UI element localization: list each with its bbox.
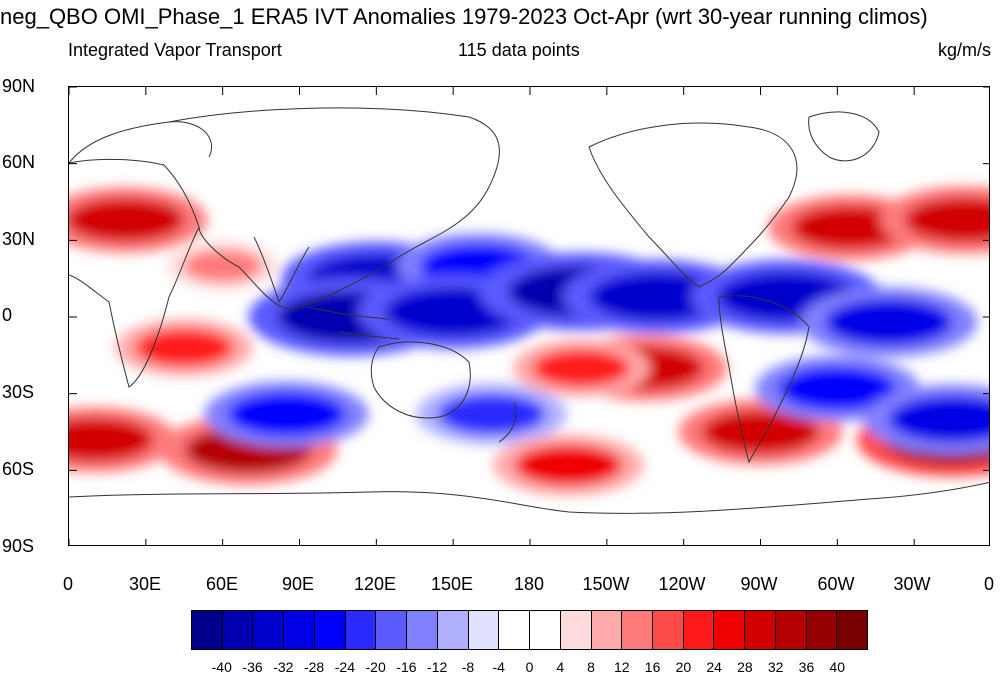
y-tick-label: 90S: [2, 536, 35, 556]
colorbar-swatch: [683, 611, 715, 649]
colorbar-swatch: [345, 611, 377, 649]
colorbar-label: -28: [303, 659, 325, 675]
x-tick-label: 90W: [740, 574, 778, 594]
colorbar-swatch: [192, 611, 223, 649]
x-tick-label: 60E: [205, 574, 239, 594]
y-tick-label: 60S: [2, 459, 35, 479]
colorbar-label: 36: [798, 659, 815, 675]
y-tick-label: 30S: [2, 382, 35, 402]
sample-size-label: 115 data points: [458, 40, 580, 60]
colorbar-label: 24: [706, 659, 722, 675]
anomaly-blob: [437, 393, 546, 435]
anomaly-blob: [69, 198, 184, 242]
anomaly-blob: [589, 271, 727, 322]
anomaly-blob: [701, 410, 820, 454]
colorbar-label: -32: [273, 659, 294, 675]
colorbar-label: 20: [675, 659, 692, 675]
colorbar-swatch: [253, 611, 285, 649]
colorbar: [191, 610, 868, 650]
colorbar-swatch: [222, 611, 254, 649]
colorbar-label: -20: [365, 659, 386, 675]
colorbar-label: -36: [242, 659, 263, 675]
x-tick-label: 90E: [281, 574, 315, 594]
colorbar-swatch: [376, 611, 408, 649]
colorbar-label: 0: [525, 659, 534, 675]
colorbar-label: 4: [556, 659, 565, 675]
y-tick-label: 90N: [2, 76, 36, 96]
anomaly-blob: [228, 392, 346, 436]
y-tick-label: 30N: [2, 229, 36, 249]
colorbar-label: 40: [829, 659, 846, 675]
anomaly-blob: [183, 249, 263, 283]
colorbar-swatch: [837, 611, 868, 649]
anomaly-field: [69, 186, 989, 496]
colorbar-swatch: [775, 611, 807, 649]
colorbar-label: -4: [492, 659, 505, 675]
x-tick-label: 30E: [128, 574, 162, 594]
anomaly-blob: [532, 349, 631, 388]
x-tick-label: 120W: [658, 574, 706, 594]
colorbar-swatch: [407, 611, 438, 649]
anomaly-blob: [889, 396, 989, 443]
colorbar-swatch: [530, 611, 561, 649]
colorbar-label: 32: [767, 659, 784, 675]
x-tick-label: 150W: [582, 574, 630, 594]
x-tick-label: 30W: [893, 574, 931, 594]
colorbar-label: -40: [211, 659, 232, 675]
anomaly-blob: [135, 328, 234, 367]
anomaly-blob: [791, 205, 909, 250]
colorbar-swatch: [314, 611, 346, 649]
colorbar-label: 8: [587, 659, 595, 675]
anomaly-blob: [514, 444, 623, 486]
x-tick-label: 150E: [430, 574, 474, 594]
colorbar-label: -8: [461, 659, 475, 675]
colorbar-swatch: [468, 611, 500, 649]
y-tick-label: 60N: [2, 152, 36, 172]
anomaly-map: [68, 86, 990, 546]
x-tick-label: 120E: [353, 574, 397, 594]
colorbar-label: -24: [334, 659, 355, 675]
colorbar-swatch: [806, 611, 838, 649]
x-tick-label: 0: [983, 574, 995, 594]
colorbar-swatch: [714, 611, 746, 649]
colorbar-label: -12: [427, 659, 448, 675]
colorbar-swatch: [653, 611, 684, 649]
anomaly-blob: [904, 197, 989, 243]
colorbar-label: 16: [644, 659, 661, 675]
x-tick-label: 0: [62, 574, 74, 594]
plot-title: neg_QBO OMI_Phase_1 ERA5 IVT Anomalies 1…: [0, 4, 928, 29]
x-tick-label: 180: [513, 574, 545, 594]
anomaly-blob: [825, 298, 952, 346]
colorbar-swatch: [284, 611, 315, 649]
units-label: kg/m/s: [937, 40, 991, 60]
coastlines: [69, 107, 989, 514]
anomaly-blob: [69, 417, 154, 462]
variable-label: Integrated Vapor Transport: [68, 40, 282, 60]
anomaly-blob: [778, 366, 896, 411]
colorbar-swatch: [437, 611, 469, 649]
colorbar-swatch: [499, 611, 531, 649]
map-canvas: [69, 87, 989, 545]
colorbar-swatch: [622, 611, 654, 649]
y-tick-label: 0: [2, 305, 13, 325]
colorbar-swatch: [745, 611, 776, 649]
colorbar-swatch: [560, 611, 592, 649]
axis-ticks: [69, 87, 989, 545]
x-tick-label: 60W: [817, 574, 855, 594]
colorbar-label: 28: [737, 659, 753, 675]
colorbar-label: -16: [396, 659, 417, 675]
colorbar-label: 12: [614, 659, 630, 675]
colorbar-swatch: [591, 611, 623, 649]
